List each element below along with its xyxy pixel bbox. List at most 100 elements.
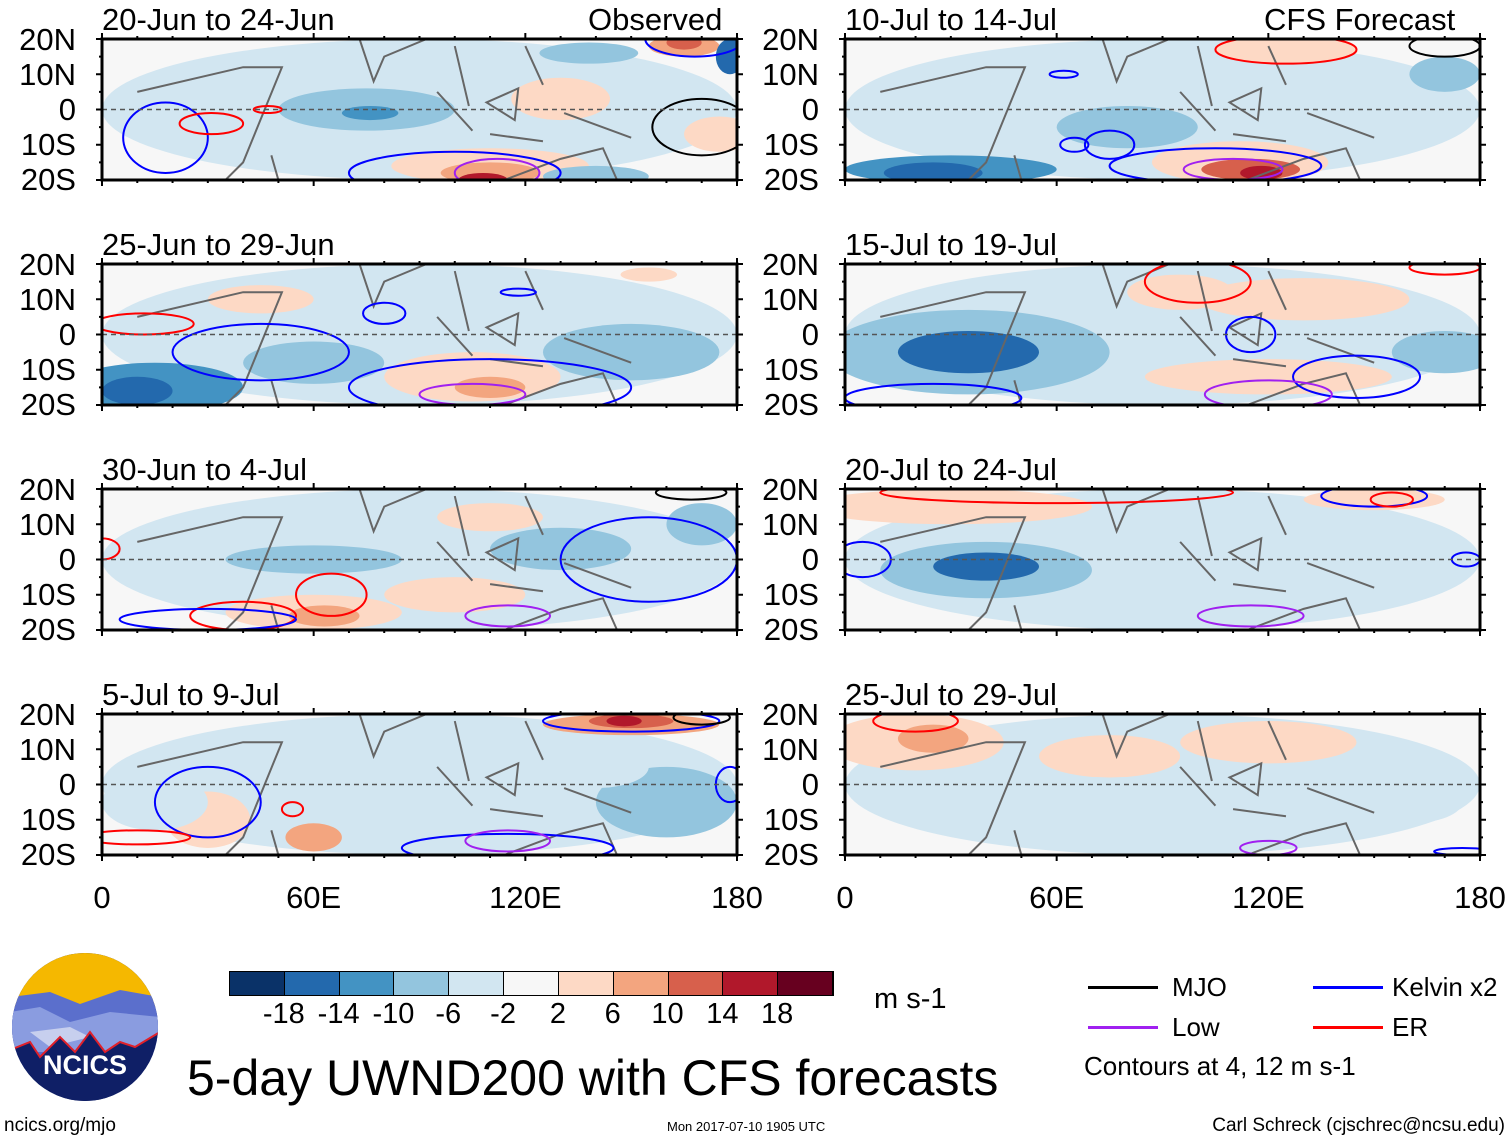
wind-anomaly-shading	[1039, 735, 1181, 778]
lat-tick-label: 10S	[20, 577, 76, 612]
wind-anomaly-shading	[207, 285, 314, 314]
panel-title: 20-Jun to 24-Jun	[102, 2, 335, 37]
anomaly-contour	[1108, 147, 1323, 180]
anomaly-contour	[672, 714, 731, 726]
colorbar-swatch	[778, 972, 833, 995]
map-panel	[839, 33, 1486, 186]
wind-anomaly-shading	[684, 116, 737, 152]
lat-tick-label: 10S	[20, 127, 76, 162]
panel-title: 10-Jul to 14-Jul	[845, 2, 1057, 37]
lon-tick-label: 120E	[1232, 880, 1305, 915]
anomaly-contour	[872, 714, 959, 733]
lon-tick-label: 60E	[1029, 880, 1085, 915]
timestamp: Mon 2017-07-10 1905 UTC	[667, 1119, 826, 1134]
panel-title: 5-Jul to 9-Jul	[102, 677, 280, 712]
coastline	[880, 489, 1375, 630]
anomaly-contour	[102, 312, 195, 336]
anomaly-contour	[347, 358, 633, 405]
lon-tick-label: 60E	[286, 880, 342, 915]
wind-anomaly-shading	[1056, 105, 1198, 149]
lat-tick-label: 0	[58, 542, 76, 577]
wind-anomaly-shading	[243, 341, 385, 384]
lat-tick-label: 20N	[19, 22, 76, 57]
anomaly-contour	[1408, 264, 1480, 276]
wind-anomaly-shading	[285, 823, 342, 852]
figure-title: 5-day UWND200 with CFS forecasts	[187, 1050, 999, 1106]
anomaly-contour	[171, 322, 350, 382]
mjo-legend-line	[1088, 986, 1158, 989]
wind-anomaly-shading	[454, 376, 526, 398]
panel-title: 15-Jul to 19-Jul	[845, 227, 1057, 262]
wind-anomaly-shading	[1356, 780, 1463, 824]
coastline	[137, 489, 632, 630]
lat-tick-label: 20S	[20, 612, 76, 647]
map-panel	[96, 483, 743, 636]
wind-anomaly-shading	[341, 105, 399, 121]
logo-text: NCICS	[43, 1050, 127, 1080]
anomaly-contour	[418, 382, 527, 405]
lat-tick-label: 10S	[20, 352, 76, 387]
colorbar-swatch	[723, 972, 779, 995]
lat-tick-label: 10N	[762, 282, 819, 317]
anomaly-contour	[362, 301, 407, 325]
wind-anomaly-shading	[897, 330, 1040, 374]
wind-anomaly-shading	[542, 165, 649, 180]
wind-anomaly-shading	[1180, 721, 1357, 764]
wind-anomaly-shading	[384, 577, 526, 613]
wind-anomaly-shading	[595, 766, 737, 838]
anomaly-contour	[1433, 846, 1480, 855]
wind-anomaly-shading	[933, 552, 1040, 581]
lat-tick-label: 10S	[763, 802, 819, 837]
anomaly-contour	[122, 101, 209, 174]
lat-tick-label: 0	[58, 767, 76, 802]
coastline	[137, 714, 632, 855]
colorbar-label: -14	[317, 998, 360, 1030]
lat-tick-label: 0	[801, 317, 819, 352]
anomaly-contour	[1320, 489, 1429, 508]
anomaly-contour	[879, 489, 1235, 505]
colorbar-swatch	[230, 972, 285, 995]
lat-tick-label: 10N	[762, 57, 819, 92]
colorbar-swatch	[558, 972, 614, 995]
wind-anomaly-shading	[437, 503, 543, 532]
wind-anomaly-shading	[1391, 330, 1480, 374]
colorbar-label: -18	[262, 998, 305, 1030]
mjo-legend-label: MJO	[1172, 972, 1227, 1002]
er-legend-label: ER	[1392, 1012, 1429, 1042]
wind-anomaly-shading	[102, 376, 173, 405]
anomaly-contour	[1214, 39, 1358, 65]
anomaly-contour	[1083, 129, 1136, 160]
lat-tick-label: 20N	[762, 22, 819, 57]
anomaly-contour	[1369, 491, 1414, 508]
coastline	[880, 264, 1375, 405]
colorbar-label: -2	[490, 998, 516, 1030]
map-panel	[839, 258, 1486, 411]
colorbar-label: 10	[651, 998, 684, 1030]
source-url[interactable]: ncics.org/mjo	[4, 1115, 116, 1136]
lat-tick-label: 10S	[763, 352, 819, 387]
wind-anomaly-shading	[458, 172, 508, 180]
wind-anomaly-shading	[1127, 274, 1234, 310]
lat-tick-label: 20S	[763, 387, 819, 422]
lon-tick-label: 0	[93, 880, 111, 915]
wind-anomaly-shading	[539, 42, 639, 64]
observed-header: Observed	[588, 2, 723, 37]
colorbar	[229, 971, 834, 996]
contour-note: Contours at 4, 12 m s-1	[1084, 1051, 1356, 1081]
lat-tick-label: 0	[801, 767, 819, 802]
anomaly-contour	[1059, 136, 1090, 153]
colorbar-swatch	[449, 972, 505, 995]
lat-tick-label: 20S	[20, 837, 76, 872]
wind-anomaly-shading	[1144, 359, 1392, 395]
colorbar-label: 2	[549, 998, 566, 1030]
colorbar-label: 6	[604, 998, 621, 1030]
anomaly-contour	[1143, 264, 1252, 304]
wind-anomaly-shading	[845, 489, 1092, 525]
wind-anomaly-shading	[620, 267, 678, 282]
colorbar-swatch	[284, 972, 340, 995]
wind-anomaly-shading	[666, 39, 702, 50]
lat-tick-label: 20N	[19, 247, 76, 282]
anomaly-contour	[644, 39, 737, 58]
colorbar-swatch	[613, 972, 669, 995]
